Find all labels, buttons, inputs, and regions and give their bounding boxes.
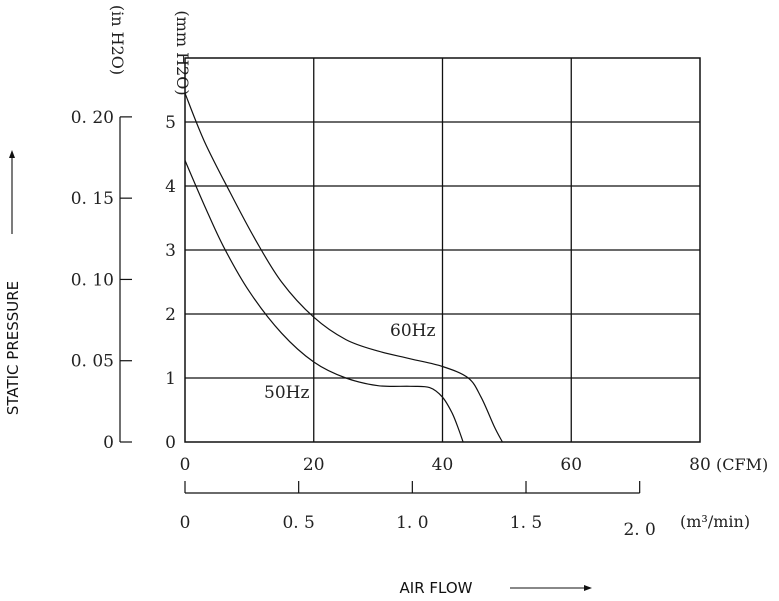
y-tick-label: 0 (165, 433, 176, 453)
x-tick-label: 20 (303, 455, 325, 475)
tick-labels: 0 1 2 3 4 5 0 0. 05 0. 10 0. 15 0. 20 0 20 40 60 80 0 0. … (71, 108, 711, 540)
y-axis-arrow-icon (9, 150, 15, 234)
x-tick-label: 40 (432, 455, 454, 475)
grid (184, 57, 701, 443)
x-tick-label: 60 (560, 455, 582, 475)
secondary-y-tick-label: 0. 20 (71, 108, 114, 128)
secondary-x-tick-label: 0 (180, 513, 191, 533)
secondary-y-tick-label: 0. 15 (71, 189, 114, 209)
series-lines: 60Hz 50Hz (184, 92, 503, 443)
y-axis-title: STATIC PRESSURE (4, 281, 22, 415)
secondary-y-tick-label: 0 (103, 433, 114, 453)
secondary-x-tick-label: 1. 0 (396, 513, 428, 533)
secondary-x-tick-label: 2. 0 (623, 520, 655, 540)
series-label-60hz: 60Hz (390, 321, 435, 341)
secondary-y-tick-label: 0. 05 (71, 352, 114, 372)
secondary-x-tick-label: 0. 5 (282, 513, 314, 533)
x-unit-label: (CFM) (716, 455, 768, 474)
x-axis-title: AIR FLOW (400, 579, 473, 597)
series-line-60hz (184, 92, 503, 443)
secondary-y-unit-label: (in H2O) (108, 5, 127, 75)
series-line-50hz (184, 160, 464, 443)
x-tick-label: 80 (689, 455, 711, 475)
series-label-50hz: 50Hz (264, 383, 309, 403)
y-tick-label: 4 (165, 177, 176, 197)
y-unit-label: (mm H2O) (173, 10, 192, 95)
x-axis-arrow-icon (510, 585, 592, 591)
secondary-x-unit-label: (m³/min) (680, 512, 750, 531)
y-tick-label: 1 (165, 369, 176, 389)
secondary-x-tick-label: 1. 5 (510, 513, 542, 533)
secondary-y-tick-label: 0. 10 (71, 270, 114, 290)
x-tick-label: 0 (180, 455, 191, 475)
y-tick-label: 3 (165, 241, 176, 261)
y-tick-label: 2 (165, 305, 176, 325)
y-tick-label: 5 (165, 113, 176, 133)
axes (119, 116, 641, 494)
